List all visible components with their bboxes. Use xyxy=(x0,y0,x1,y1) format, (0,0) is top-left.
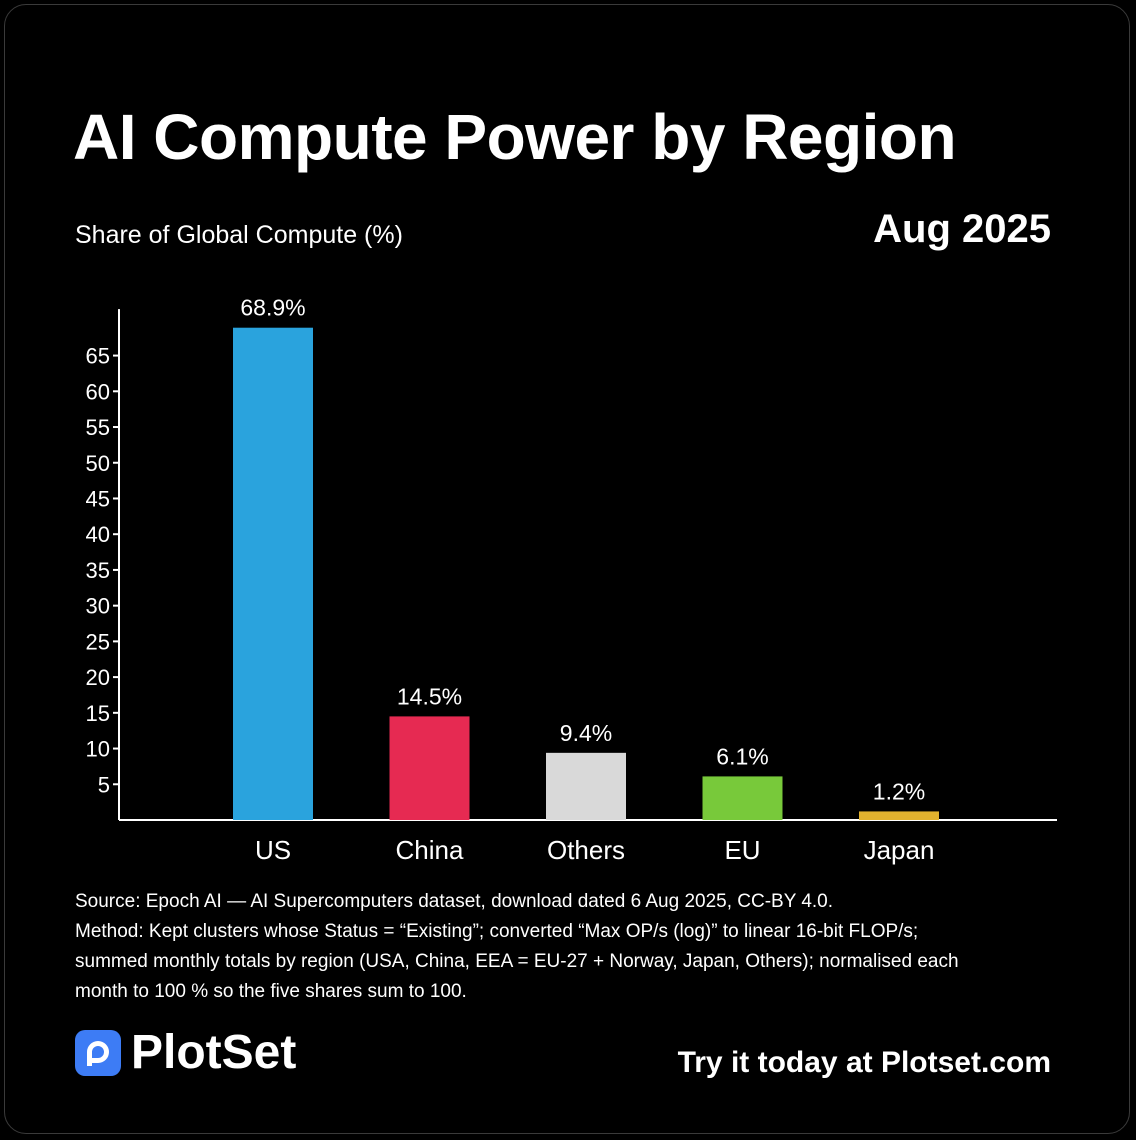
y-tick-label: 65 xyxy=(86,344,110,369)
y-tick-label: 25 xyxy=(86,629,110,654)
chart-card: AI Compute Power by Region Share of Glob… xyxy=(4,4,1130,1134)
bar-chart: 5 10 15 20 25 30 35 40 45 50 55 60 65 68.9% US 14.5% Chi… xyxy=(86,295,1057,865)
bar-japan xyxy=(859,811,939,820)
y-tick-label: 45 xyxy=(86,486,110,511)
plotset-logo-icon xyxy=(75,1030,121,1076)
y-tick-label: 50 xyxy=(86,451,110,476)
y-tick-label: 5 xyxy=(98,772,110,797)
source-notes: Source: Epoch AI — AI Supercomputers dat… xyxy=(75,887,1075,1007)
x-tick-label: Japan xyxy=(864,835,935,865)
y-tick-label: 60 xyxy=(86,379,110,404)
y-tick-label: 15 xyxy=(86,701,110,726)
data-label: 1.2% xyxy=(873,778,925,804)
bar-us xyxy=(233,327,313,820)
bar-others xyxy=(546,752,626,820)
y-tick-label: 55 xyxy=(86,415,110,440)
x-tick-label: Others xyxy=(547,835,625,865)
method-line-3: month to 100 % so the five shares sum to… xyxy=(75,981,467,1002)
y-tick-label: 35 xyxy=(86,558,110,583)
brand: PlotSet xyxy=(75,1023,296,1083)
chart-title: AI Compute Power by Region xyxy=(73,101,957,173)
y-tick-label: 40 xyxy=(86,522,110,547)
source-line: Source: Epoch AI — AI Supercomputers dat… xyxy=(75,891,834,912)
y-tick-label: 10 xyxy=(86,737,110,762)
data-label: 14.5% xyxy=(397,683,462,709)
y-tick-label: 20 xyxy=(86,665,110,690)
chart-date: Aug 2025 xyxy=(873,207,1051,251)
bar-eu xyxy=(702,776,783,820)
chart-subtitle: Share of Global Compute (%) xyxy=(75,221,403,249)
method-line-2: summed monthly totals by region (USA, Ch… xyxy=(75,951,959,972)
data-label: 9.4% xyxy=(560,720,612,746)
data-label: 68.9% xyxy=(240,295,305,321)
brand-name: PlotSet xyxy=(131,1026,297,1079)
x-tick-label: EU xyxy=(724,835,760,865)
x-tick-label: US xyxy=(255,835,291,865)
bar-china xyxy=(389,716,470,820)
y-tick-label: 30 xyxy=(86,594,110,619)
x-tick-label: China xyxy=(396,835,464,865)
method-line-1: Method: Kept clusters whose Status = “Ex… xyxy=(75,921,919,942)
data-label: 6.1% xyxy=(716,743,768,769)
cta-link[interactable]: Try it today at Plotset.com xyxy=(677,1046,1051,1079)
